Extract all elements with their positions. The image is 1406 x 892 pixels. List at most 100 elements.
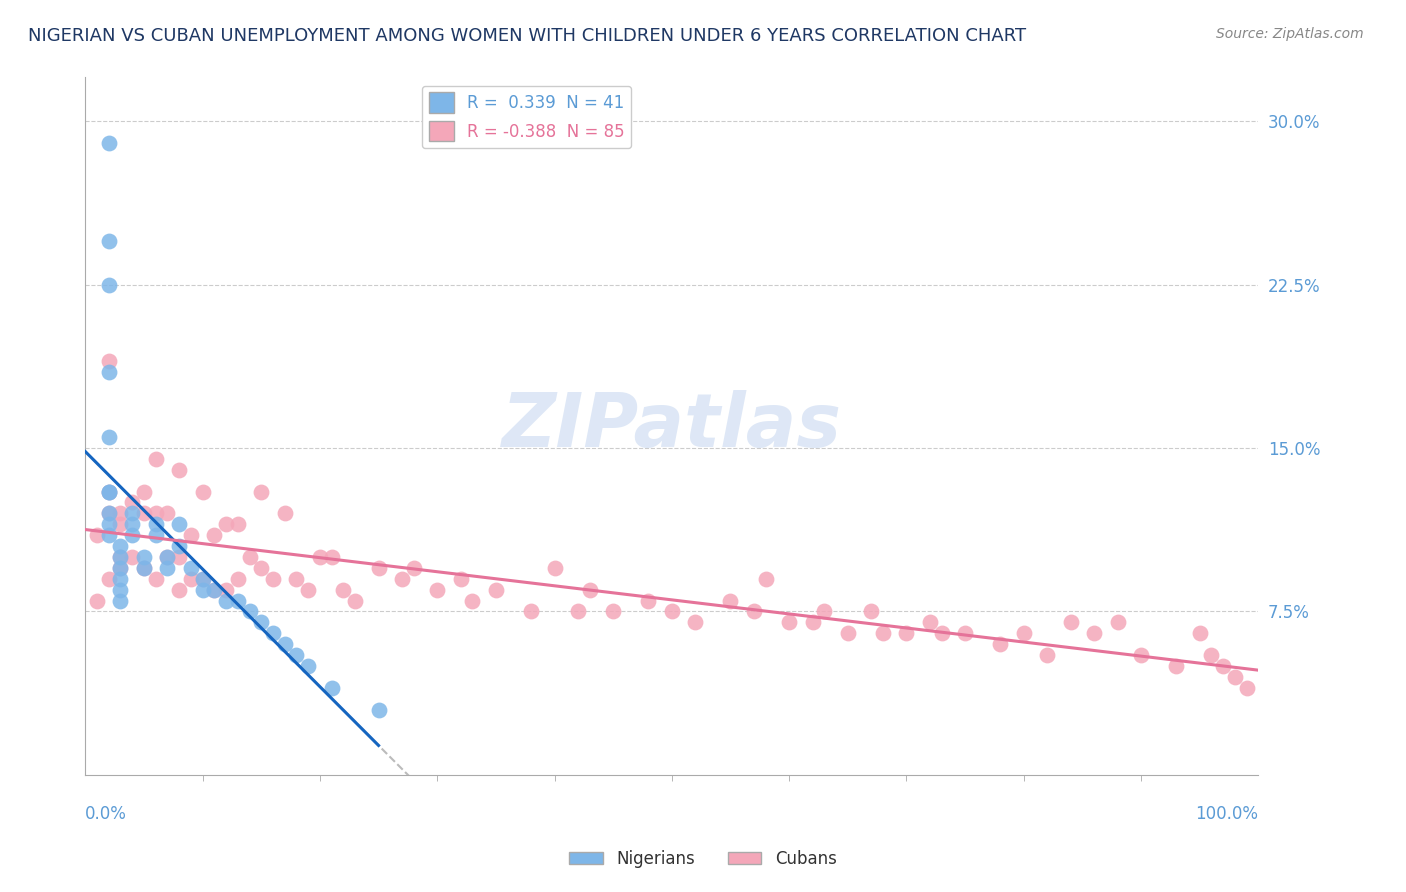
Point [97,517,120,532]
Point [180,528,202,542]
Point [110,593,132,607]
Point [602,604,624,618]
Point [110,507,132,521]
Point [110,549,132,564]
Point [297,582,319,597]
Point [167,539,190,553]
Point [988,637,1011,651]
Point [202,528,225,542]
Point [132,561,155,575]
Point [250,484,273,499]
Point [250,561,273,575]
Point [953,626,976,640]
Point [332,582,354,597]
Point [1201,648,1223,662]
Point [367,702,389,716]
Point [918,615,941,630]
Point [202,582,225,597]
Point [97,507,120,521]
Point [97,484,120,499]
Point [1083,626,1105,640]
Text: NIGERIAN VS CUBAN UNEMPLOYMENT AMONG WOMEN WITH CHILDREN UNDER 6 YEARS CORRELATI: NIGERIAN VS CUBAN UNEMPLOYMENT AMONG WOM… [28,27,1026,45]
Point [110,582,132,597]
Point [191,582,214,597]
Point [97,353,120,368]
Point [156,549,179,564]
Point [367,561,389,575]
Point [742,604,765,618]
Y-axis label: Unemployment Among Women with Children Under 6 years: Unemployment Among Women with Children U… [0,197,7,655]
Point [931,626,953,640]
Point [344,593,367,607]
Legend: Nigerians, Cubans: Nigerians, Cubans [562,844,844,875]
Point [426,582,449,597]
Point [1107,615,1129,630]
Point [97,365,120,379]
Point [145,451,167,466]
Point [226,517,249,532]
Point [97,430,120,444]
Point [685,615,707,630]
Point [145,517,167,532]
Point [285,648,308,662]
Point [755,572,778,586]
Point [1130,648,1153,662]
Point [274,507,297,521]
Point [110,561,132,575]
Point [860,604,883,618]
Point [110,517,132,532]
Point [202,582,225,597]
Point [1223,670,1246,684]
Point [97,136,120,150]
Point [97,234,120,248]
Point [110,561,132,575]
Point [837,626,859,640]
Text: 100.0%: 100.0% [1195,805,1258,823]
Point [578,582,600,597]
Point [121,549,143,564]
Point [156,561,179,575]
Point [391,572,413,586]
Point [661,604,683,618]
Point [1236,681,1258,695]
Point [238,549,260,564]
Point [180,561,202,575]
Point [167,582,190,597]
Point [226,572,249,586]
Text: Source: ZipAtlas.com: Source: ZipAtlas.com [1216,27,1364,41]
Point [167,549,190,564]
Point [110,539,132,553]
Point [191,572,214,586]
Point [132,484,155,499]
Point [321,549,343,564]
Point [274,637,297,651]
Point [97,277,120,292]
Point [97,572,120,586]
Point [167,463,190,477]
Point [215,517,238,532]
Point [191,484,214,499]
Point [309,549,332,564]
Point [97,528,120,542]
Point [238,604,260,618]
Point [1166,659,1188,673]
Point [485,582,508,597]
Point [801,615,824,630]
Point [402,561,425,575]
Point [215,593,238,607]
Point [121,528,143,542]
Point [567,604,589,618]
Point [1036,648,1059,662]
Point [97,484,120,499]
Point [450,572,472,586]
Point [145,528,167,542]
Point [145,507,167,521]
Point [97,507,120,521]
Point [896,626,918,640]
Point [121,495,143,509]
Point [215,582,238,597]
Point [321,681,343,695]
Point [191,572,214,586]
Point [1188,626,1211,640]
Point [145,572,167,586]
